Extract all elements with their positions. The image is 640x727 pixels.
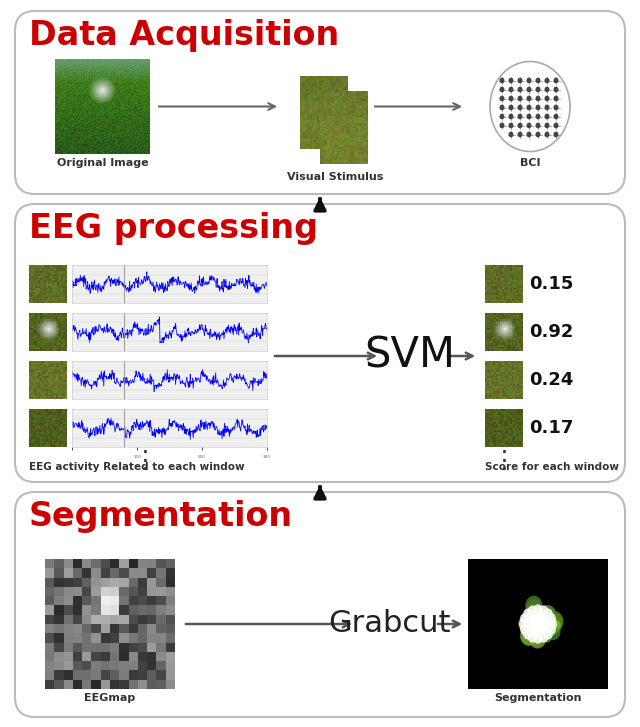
- Text: SVM: SVM: [365, 335, 456, 377]
- Text: Segmentation: Segmentation: [494, 693, 582, 703]
- Text: EEGmap: EEGmap: [84, 693, 136, 703]
- Text: Visual Stimulus: Visual Stimulus: [287, 172, 383, 182]
- FancyBboxPatch shape: [15, 11, 625, 194]
- Text: EEG processing: EEG processing: [29, 212, 318, 245]
- Text: Score for each window: Score for each window: [485, 462, 619, 472]
- Text: 0.92: 0.92: [529, 323, 573, 341]
- Text: Data Acquisition: Data Acquisition: [29, 19, 339, 52]
- FancyBboxPatch shape: [15, 204, 625, 482]
- Text: 0.15: 0.15: [529, 275, 573, 293]
- Text: BCI: BCI: [520, 158, 540, 168]
- Text: EEG activity Related to each window: EEG activity Related to each window: [29, 462, 244, 472]
- Text: 0.24: 0.24: [529, 371, 573, 389]
- FancyBboxPatch shape: [15, 492, 625, 717]
- Text: ⋮: ⋮: [492, 449, 516, 473]
- Text: Original Image: Original Image: [57, 158, 148, 168]
- Text: Segmentation: Segmentation: [29, 500, 293, 533]
- Text: 0.17: 0.17: [529, 419, 573, 437]
- Text: Grabcut: Grabcut: [329, 609, 451, 638]
- Text: ⋮: ⋮: [132, 449, 157, 473]
